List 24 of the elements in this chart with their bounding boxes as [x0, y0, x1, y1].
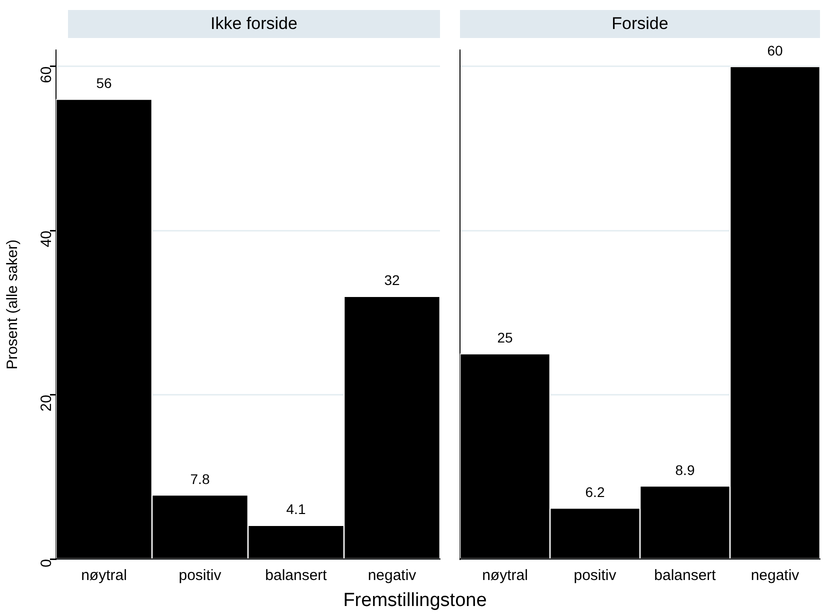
- data-label: 4.1: [286, 501, 306, 518]
- chart-title: Forside: [460, 10, 820, 38]
- y-tick-label: 0: [38, 559, 56, 568]
- data-label: 56: [96, 75, 112, 92]
- y-tick-label: 40: [38, 230, 56, 248]
- data-label: 25: [497, 330, 513, 346]
- data-label: 7.8: [190, 470, 210, 487]
- y-axis-title: Prosent (alle saker): [4, 239, 22, 370]
- data-label: 6.2: [585, 484, 605, 500]
- y-tick-label: 60: [38, 66, 56, 84]
- y-tick-label: 20: [38, 394, 56, 412]
- x-axis-title: Fremstillingstone: [342, 590, 488, 612]
- x-tick-label: positiv: [178, 567, 222, 584]
- data-label: 8.9: [675, 462, 695, 478]
- x-tick-label: positiv: [574, 567, 617, 584]
- x-tick-label: negativ: [368, 567, 417, 584]
- chart-title: Ikke forside: [68, 10, 440, 38]
- data-label: 32: [384, 272, 400, 288]
- x-tick-label: negativ: [750, 567, 800, 584]
- x-tick-label: nøytral: [482, 567, 528, 584]
- x-tick-label: nøytral: [81, 567, 127, 584]
- x-tick-label: balansert: [265, 567, 328, 584]
- data-label: 60: [767, 42, 783, 58]
- x-tick-label: balansert: [654, 567, 717, 584]
